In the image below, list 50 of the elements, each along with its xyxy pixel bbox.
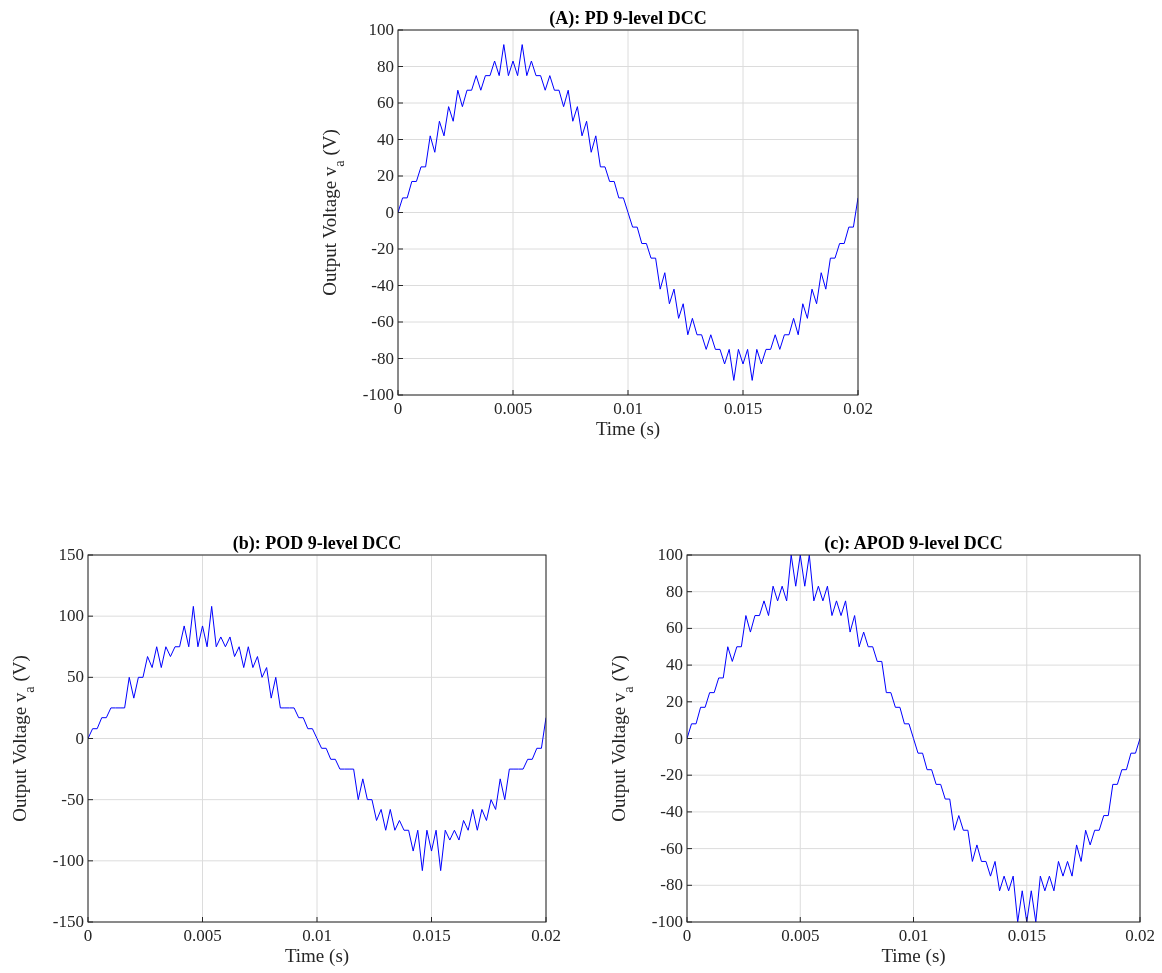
y-tick-label: 20: [377, 166, 394, 185]
y-tick-label: -80: [660, 875, 683, 895]
y-tick-label: -20: [371, 239, 394, 258]
x-tick-label: 0.015: [412, 926, 451, 945]
y-tick-label: 80: [377, 56, 394, 76]
y-tick-label: 0: [385, 202, 394, 222]
y-tick-label: 0: [674, 728, 683, 748]
y-tick-label: -50: [61, 789, 84, 809]
x-tick-label: 0.015: [723, 399, 763, 418]
y-tick-label: -100: [52, 850, 84, 870]
x-tick-label: 0.015: [1007, 926, 1046, 945]
line-series: [687, 555, 1140, 922]
x-tick-label: 0.01: [302, 926, 332, 945]
y-tick-label: -60: [660, 838, 683, 858]
line-series: [88, 605, 546, 872]
y-tick-label: 40: [377, 129, 394, 149]
y-tick-label: -150: [52, 912, 84, 931]
y-tick-label: 20: [666, 691, 683, 711]
x-axis-title: Time (s): [284, 945, 350, 967]
y-tick-label: -80: [371, 348, 394, 368]
x-tick-label: 0.02: [843, 399, 873, 418]
x-tick-label: 0.005: [781, 926, 820, 945]
x-tick-label: 0.02: [1125, 926, 1155, 945]
x-tick-label: 0.01: [898, 926, 929, 945]
x-tick-label: 0.005: [493, 399, 533, 418]
y-tick-label: -60: [371, 312, 394, 331]
y-tick-label: -40: [371, 275, 394, 295]
y-tick-label: -40: [660, 801, 683, 821]
line-series: [398, 44, 858, 381]
y-tick-label: -20: [660, 765, 683, 785]
x-tick-label: 0.02: [531, 926, 561, 945]
y-tick-label: 150: [58, 545, 84, 564]
chart-title: (A): PD 9-level DCC: [549, 8, 707, 29]
chart-title: (b): POD 9-level DCC: [232, 533, 402, 554]
y-tick-label: 100: [657, 545, 683, 564]
y-tick-label: -100: [651, 912, 683, 931]
chart-title: (c): APOD 9-level DCC: [824, 533, 1003, 554]
y-tick-label: -100: [362, 385, 394, 404]
x-axis-title: Time (s): [881, 945, 946, 967]
x-tick-label: 0.01: [613, 399, 643, 418]
y-tick-label: 40: [666, 655, 683, 675]
y-tick-label: 80: [666, 581, 683, 601]
x-tick-label: 0.005: [183, 926, 222, 945]
y-tick-label: 60: [666, 618, 683, 638]
y-tick-label: 100: [58, 606, 84, 626]
y-tick-label: 60: [377, 93, 394, 112]
x-axis-title: Time (s): [595, 418, 661, 440]
y-tick-label: 50: [67, 667, 84, 687]
y-tick-label: 100: [368, 20, 394, 39]
y-tick-label: 0: [75, 728, 84, 748]
